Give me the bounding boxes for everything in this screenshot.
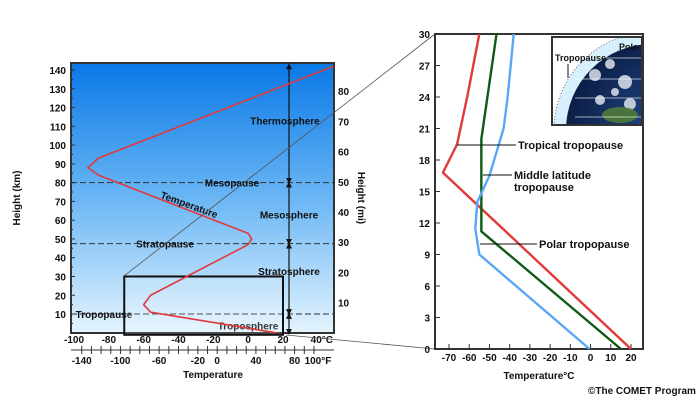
height-tick-label: 0 — [424, 345, 430, 356]
km-tick-label: 10 — [55, 310, 67, 321]
earth-globe — [566, 44, 641, 124]
km-tick-label: 40 — [55, 254, 67, 265]
height-tick-label: 9 — [424, 251, 430, 262]
km-tick-label: 130 — [49, 85, 66, 96]
annotation-label: Polar tropopause — [539, 239, 629, 251]
celsius-tick-label: 20 — [277, 335, 289, 346]
celsius-tick-label: -40 — [171, 335, 186, 346]
layer-label-thermosphere: Thermosphere — [250, 117, 320, 128]
km-tick-label: 50 — [55, 235, 67, 246]
mi-tick-label: 50 — [338, 178, 350, 189]
temperature-profile-line — [87, 65, 334, 334]
earth-inset: Pole Tropopause — [551, 36, 643, 126]
temp-tick-label: -30 — [523, 353, 538, 364]
land-mass — [602, 107, 638, 123]
tropical-profile-line — [441, 33, 632, 350]
mi-tick-label: 10 — [338, 299, 350, 310]
celsius-tick-label: -80 — [102, 335, 117, 346]
height-tick-label: 3 — [424, 314, 430, 325]
fahrenheit-tick-label: 80 — [289, 356, 301, 367]
temp-tick-label: 0 — [588, 353, 594, 364]
temp-tick-label: 10 — [605, 353, 617, 364]
cloud — [589, 69, 601, 81]
km-tick-label: 110 — [50, 122, 67, 133]
fahrenheit-tick-label: -100 — [110, 356, 130, 367]
right-chart-tropopause-detail: 0 3 6 9 12 15 18 21 24 27 30 -70 -60 -50 -40 -30 -20 -10 0… — [419, 30, 644, 382]
cloud — [595, 95, 605, 105]
height-tick-label: 24 — [419, 93, 431, 104]
km-tick-label: 100 — [49, 141, 66, 152]
x-axis-title: Temperature°C — [503, 371, 574, 382]
boundary-label-mesopause: Mesopause — [205, 179, 260, 190]
annotation-label-line2: tropopause — [514, 182, 574, 194]
layer-label-troposphere: Troposphere — [218, 321, 279, 332]
celsius-tick-label: 40°C — [311, 335, 333, 346]
fahrenheit-tick-label: -60 — [152, 356, 167, 367]
y-axis-title-mi: Height (mi) — [355, 172, 366, 224]
cloud — [618, 75, 632, 89]
boundary-label-stratopause: Stratopause — [136, 240, 194, 251]
temp-tick-label: -60 — [462, 353, 477, 364]
zoom-connector-bottom — [285, 334, 436, 350]
inset-content — [553, 38, 641, 124]
km-tick-label: 20 — [55, 291, 67, 302]
km-tick-label: 70 — [55, 197, 67, 208]
celsius-tick-label: -60 — [136, 335, 151, 346]
km-tick-label: 60 — [55, 216, 67, 227]
fahrenheit-tick-label: -140 — [72, 356, 92, 367]
mi-tick-label: 80 — [338, 87, 350, 98]
mi-tick-label: 20 — [338, 268, 350, 279]
mi-tick-label: 60 — [338, 148, 350, 159]
mi-tick-label: 40 — [338, 208, 350, 219]
celsius-tick-label: 0 — [245, 335, 251, 346]
layer-label-stratosphere: Stratosphere — [258, 267, 320, 278]
temp-tick-label: -50 — [482, 353, 497, 364]
height-tick-label: 6 — [424, 282, 430, 293]
zoom-connector-top — [123, 33, 436, 277]
cloud — [605, 59, 615, 69]
height-tick-label: 12 — [419, 219, 431, 230]
zoom-box — [123, 275, 284, 336]
km-tick-label: 80 — [55, 179, 67, 190]
fahrenheit-tick-label: -20 — [191, 356, 206, 367]
temp-tick-label: -70 — [442, 353, 457, 364]
y-axis-title-km: Height (km) — [12, 171, 23, 226]
height-tick-label: 27 — [419, 62, 431, 73]
inset-pole-label: Pole — [619, 42, 638, 52]
annotation-label: Tropical tropopause — [518, 140, 623, 152]
height-tick-label: 15 — [419, 188, 431, 199]
x-axis-title: Temperature — [183, 370, 243, 381]
inset-tropopause-label: Tropopause — [555, 53, 606, 63]
temp-tick-label: -40 — [502, 353, 517, 364]
midlatitude-profile-line — [480, 33, 622, 350]
cloud — [611, 88, 619, 96]
mi-tick-label: 70 — [338, 117, 350, 128]
celsius-tick-label: -20 — [206, 335, 221, 346]
credit: ©The COMET Program — [588, 386, 696, 397]
height-tick-label: 30 — [419, 30, 431, 41]
polar-profile-line — [474, 33, 591, 350]
temp-tick-label: 20 — [625, 353, 637, 364]
layer-label-mesosphere: Mesosphere — [260, 211, 319, 222]
temp-tick-label: -20 — [543, 353, 558, 364]
km-tick-label: 30 — [55, 272, 67, 283]
mi-tick-label: 30 — [338, 238, 350, 249]
km-tick-label: 140 — [49, 66, 66, 77]
temp-tick-label: -10 — [563, 353, 578, 364]
height-tick-label: 18 — [419, 156, 431, 167]
fahrenheit-tick-label: 0 — [214, 356, 220, 367]
annotation-label: Middle latitude — [514, 170, 591, 182]
km-tick-label: 120 — [49, 104, 66, 115]
fahrenheit-tick-label: 100°F — [305, 356, 332, 367]
boundary-label-tropopause: Tropopause — [76, 310, 133, 321]
celsius-tick-label: -100 — [64, 335, 84, 346]
left-chart-full-atmosphere: 1020304050607080901001101201301401020304… — [12, 33, 436, 381]
height-tick-label: 21 — [419, 125, 431, 136]
km-tick-label: 90 — [55, 160, 67, 171]
fahrenheit-tick-label: 40 — [250, 356, 262, 367]
cloud — [624, 98, 636, 110]
